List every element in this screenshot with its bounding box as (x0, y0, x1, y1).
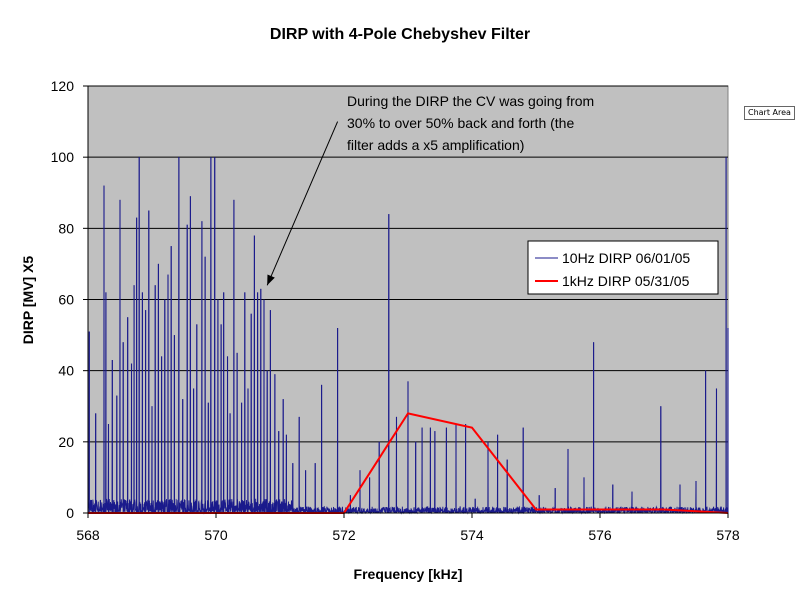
x-tick-label: 572 (332, 527, 356, 543)
chart-title: DIRP with 4-Pole Chebyshev Filter (270, 26, 530, 43)
legend-label-1khz: 1kHz DIRP 05/31/05 (562, 273, 690, 289)
x-tick-label: 576 (588, 527, 612, 543)
x-axis-ticks: 568 570 572 574 576 578 (76, 513, 740, 543)
chart-area-tag: Chart Area (744, 106, 795, 120)
x-tick-label: 570 (204, 527, 228, 543)
x-axis-label: Frequency [kHz] (354, 566, 463, 582)
y-tick-label: 20 (58, 434, 74, 450)
y-axis-ticks: 0 20 40 60 80 100 120 (51, 78, 88, 521)
y-tick-label: 40 (58, 363, 74, 379)
annotation: During the DIRP the CV was going from 30… (347, 93, 594, 153)
annotation-arrow-line (266, 121, 339, 286)
y-tick-label: 0 (66, 505, 74, 521)
x-tick-label: 574 (460, 527, 484, 543)
y-axis-label: DIRP [MV] X5 (20, 256, 36, 345)
gridlines (88, 85, 728, 443)
legend-label-10hz: 10Hz DIRP 06/01/05 (562, 250, 690, 266)
y-tick-label: 120 (51, 78, 75, 94)
annotation-arrow (266, 121, 339, 286)
legend: 10Hz DIRP 06/01/05 1kHz DIRP 05/31/05 (527, 240, 719, 295)
x-tick-label: 568 (76, 527, 100, 543)
annotation-line-1: During the DIRP the CV was going from (347, 93, 594, 109)
annotation-arrow-head (267, 274, 275, 286)
annotation-line-3: filter adds a x5 amplification) (347, 137, 524, 153)
y-tick-label: 60 (58, 292, 74, 308)
annotation-line-2: 30% to over 50% back and forth (the (347, 115, 574, 131)
y-tick-label: 100 (51, 149, 75, 165)
legend-box (527, 240, 719, 295)
y-tick-label: 80 (58, 220, 74, 236)
x-tick-label: 578 (716, 527, 740, 543)
